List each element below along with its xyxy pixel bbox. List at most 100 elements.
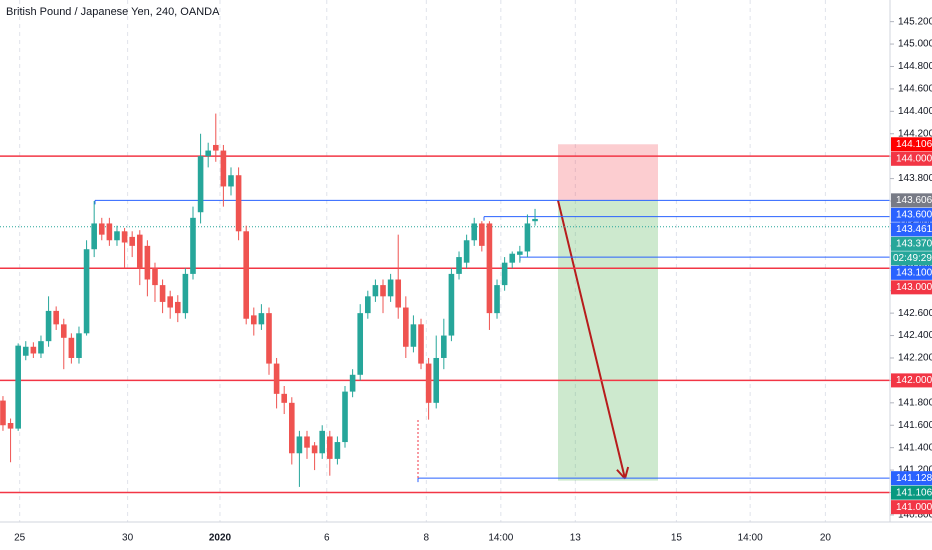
chart-title: British Pound / Japanese Yen, 240, OANDA — [6, 6, 220, 18]
y-tick-label: 144.400 — [898, 106, 932, 117]
candle-body — [486, 223, 493, 314]
candle-body — [281, 393, 288, 403]
candle-body — [403, 307, 409, 347]
candle-body — [228, 175, 234, 187]
candle-body — [136, 234, 143, 269]
y-tick-label: 141.400 — [898, 442, 932, 453]
x-tick-label: 15 — [671, 533, 683, 544]
candle-body — [243, 231, 249, 319]
candle-body — [220, 150, 227, 187]
price-badge — [891, 373, 932, 388]
candle-body — [448, 273, 455, 336]
countdown-text: 02:49:29 — [893, 253, 932, 264]
candle-body — [334, 442, 341, 459]
price-badge-text: 141.000 — [896, 502, 932, 513]
candle-body — [22, 346, 29, 356]
y-tick-label: 144.600 — [898, 84, 932, 95]
candle-body — [250, 315, 257, 325]
candle-body — [114, 231, 120, 241]
candle-body — [296, 436, 303, 454]
price-badge-text: 143.000 — [896, 282, 932, 293]
candle-body — [258, 313, 265, 325]
candle-body — [15, 345, 21, 429]
price-badge-text: 143.606 — [896, 195, 932, 206]
grid — [19, 0, 826, 522]
target-zone — [558, 200, 658, 481]
y-tick-label: 145.200 — [898, 16, 932, 27]
y-tick-label: 144.200 — [898, 128, 932, 139]
candle-body — [289, 402, 295, 454]
price-badge — [891, 193, 932, 208]
candle-body — [501, 262, 508, 286]
price-badge-text: 144.106 — [896, 139, 932, 150]
candle-body — [167, 296, 173, 308]
candle-body — [524, 223, 531, 252]
candle-body — [425, 363, 432, 403]
candle-body — [395, 279, 402, 308]
candle-body — [418, 324, 424, 364]
candle-body — [60, 324, 67, 338]
candle-body — [0, 400, 6, 426]
candle-body — [212, 144, 219, 151]
candle-body — [456, 257, 462, 274]
price-badge — [891, 236, 932, 251]
y-tick-label: 142.200 — [898, 353, 932, 364]
price-badge — [891, 485, 932, 500]
y-tick-label: 141.200 — [898, 465, 932, 476]
price-badge-text: 143.461 — [896, 224, 932, 235]
levels — [0, 155, 890, 494]
price-badge-text: 143.100 — [896, 267, 932, 278]
price-badge — [891, 500, 932, 515]
x-tick-label: 2020 — [209, 533, 232, 544]
x-tick-label: 30 — [122, 533, 134, 544]
candle-body — [106, 223, 113, 241]
price-badge-text: 144.000 — [896, 153, 932, 164]
candle-body — [433, 357, 440, 403]
position-tool — [557, 144, 658, 481]
y-tick-label: 142.400 — [898, 330, 932, 341]
candle-body — [91, 223, 97, 250]
candle-body — [471, 223, 478, 241]
price-badge-text: 141.128 — [896, 473, 932, 484]
candle-body — [380, 285, 386, 297]
candle-body — [441, 335, 447, 358]
candle-body — [357, 313, 364, 375]
candle-body — [129, 236, 135, 246]
candles — [0, 113, 538, 487]
candle-body — [372, 285, 379, 297]
candle-body — [494, 285, 500, 314]
x-tick-label: 13 — [570, 533, 582, 544]
candle-body — [121, 231, 128, 243]
price-badge — [891, 280, 932, 295]
x-tick-label: 6 — [324, 533, 330, 544]
candle-body — [532, 218, 538, 222]
candle-body — [30, 346, 37, 354]
price-badge-text: 141.106 — [896, 487, 932, 498]
x-tick-label: 25 — [14, 533, 26, 544]
price-badge — [891, 471, 932, 486]
candle-body — [83, 249, 90, 334]
price-badge — [891, 207, 932, 222]
candle-body — [45, 310, 52, 342]
x-tick-label: 8 — [424, 533, 430, 544]
countdown-badge — [891, 251, 932, 266]
price-badge — [891, 265, 932, 280]
candle-body — [304, 436, 310, 448]
candle-body — [98, 223, 105, 235]
candle-body — [387, 279, 394, 297]
price-badge-text: 142.000 — [896, 375, 932, 386]
candle-body — [463, 240, 470, 263]
candle-body — [53, 310, 59, 325]
price-badge — [891, 151, 932, 166]
candle-body — [509, 253, 516, 263]
price-badge — [891, 222, 932, 237]
candle-body — [410, 324, 417, 347]
arrow-head — [624, 466, 630, 479]
y-tick-label: 144.800 — [898, 61, 932, 72]
candle-body — [365, 296, 371, 314]
candle-body — [235, 175, 242, 232]
candle-body — [7, 423, 14, 429]
candle-body — [144, 245, 151, 280]
x-tick-label: 14:00 — [488, 533, 513, 544]
